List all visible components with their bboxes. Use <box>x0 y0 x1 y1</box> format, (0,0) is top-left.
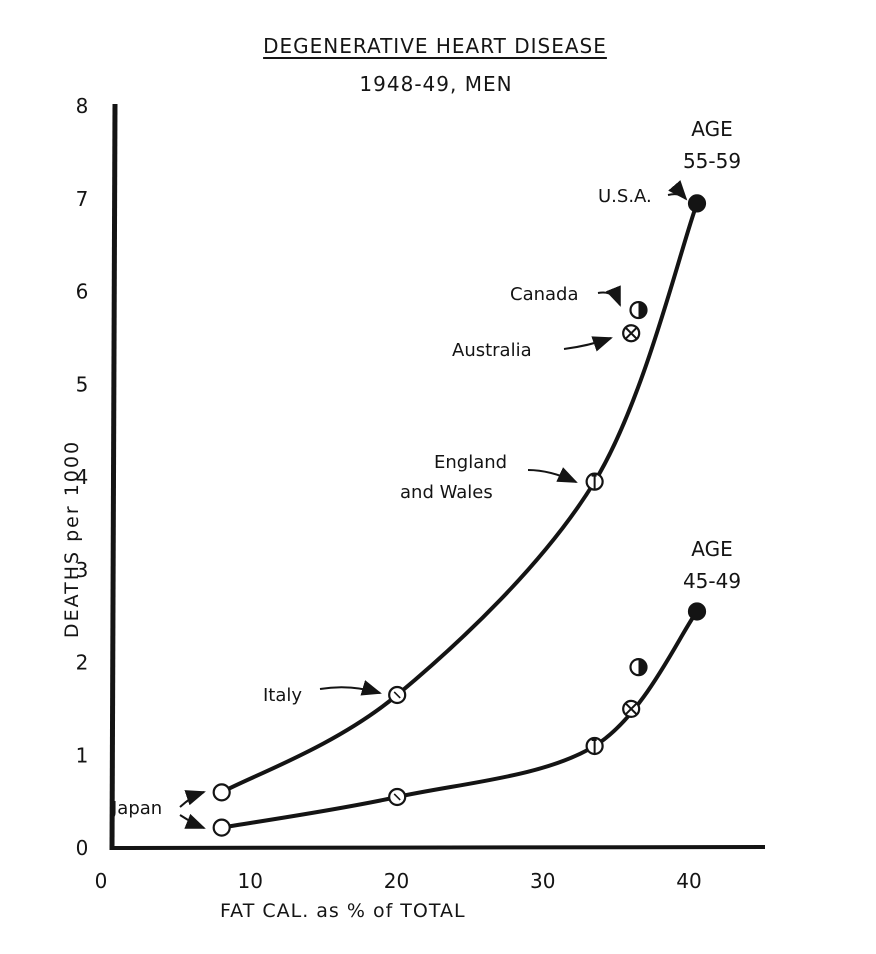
data-point-age-45-49-u-s-a- <box>687 602 707 621</box>
annotation-arrow-usa <box>667 180 688 201</box>
y-tick-label: 6 <box>76 280 89 304</box>
data-point-age-55-59-italy <box>388 685 407 705</box>
data-point-age-45-49-england-and-wales <box>585 736 604 756</box>
data-point-age-45-49-italy <box>388 787 407 807</box>
series-line-age-45-49 <box>219 609 699 830</box>
data-point-age-45-49-japan <box>212 818 231 837</box>
x-tick-label: 10 <box>238 869 263 893</box>
data-point-age-45-49-australia <box>622 699 641 718</box>
x-tick-label: 30 <box>530 869 555 893</box>
y-tick-label: 3 <box>76 558 89 582</box>
annotation-italy: Italy <box>263 685 302 706</box>
chart-subtitle: 1948-49, MEN <box>359 72 513 96</box>
data-point-age-55-59-u-s-a- <box>687 194 707 213</box>
annotation-australia: Australia <box>452 340 532 361</box>
x-axis-line <box>109 845 766 850</box>
y-tick-label: 8 <box>76 94 89 118</box>
series-label-age-55-59-line1: AGE <box>691 117 732 141</box>
annotation-arrow-japan-upper <box>179 790 206 808</box>
y-axis-line <box>109 103 118 851</box>
annotation-arrow-italy <box>319 680 382 696</box>
annotation-canada: Canada <box>510 284 579 305</box>
annotation-arrow-australia <box>563 336 613 352</box>
y-tick-label: 5 <box>76 372 89 396</box>
series-line-age-55-59 <box>219 201 699 795</box>
annotation-england-line2: and Wales <box>400 482 493 503</box>
y-tick-label: 4 <box>76 465 89 489</box>
y-tick-label: 2 <box>76 651 89 675</box>
annotation-usa: U.S.A. <box>598 186 652 207</box>
y-tick-label: 7 <box>76 187 89 211</box>
series-label-age-45-49-line1: AGE <box>691 537 732 561</box>
x-tick-label: 40 <box>676 869 701 893</box>
data-point-age-45-49-canada <box>629 658 648 677</box>
x-axis-label: FAT CAL. as % of TOTAL <box>220 900 466 922</box>
y-tick-label: 1 <box>76 743 89 767</box>
data-point-age-55-59-canada <box>629 300 648 320</box>
annotation-arrow-japan-lower <box>179 813 206 829</box>
annotation-england-line1: England <box>434 452 507 473</box>
x-tick-label: 20 <box>384 869 409 893</box>
data-point-age-55-59-england-and-wales <box>585 472 604 491</box>
data-point-age-55-59-japan <box>212 783 231 802</box>
chart-title: DEGENERATIVE HEART DISEASE <box>263 34 607 58</box>
x-tick-label: 0 <box>95 869 108 893</box>
annotation-japan: Japan <box>111 798 162 819</box>
annotation-arrow-england <box>527 467 578 483</box>
series-label-age-55-59-line2: 55-59 <box>683 149 741 173</box>
y-tick-label: 0 <box>76 836 89 860</box>
series-label-age-45-49-line2: 45-49 <box>683 569 741 593</box>
annotation-arrow-canada <box>597 285 621 307</box>
data-point-age-55-59-australia <box>622 324 641 343</box>
